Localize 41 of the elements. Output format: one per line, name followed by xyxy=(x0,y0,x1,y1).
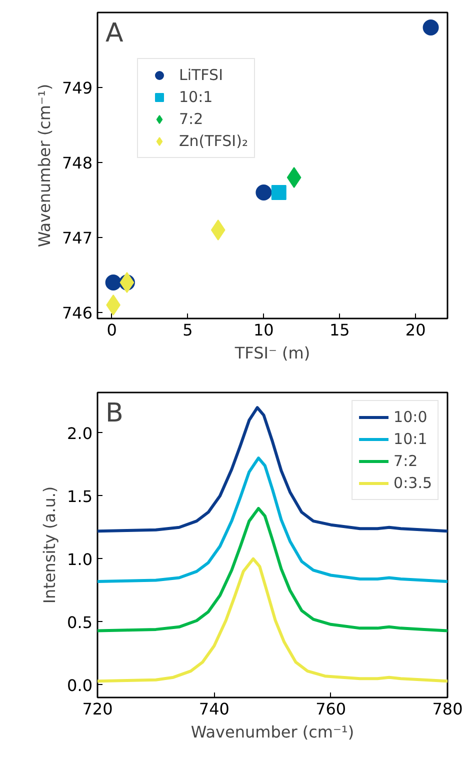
x-tick-label: 20 xyxy=(405,320,426,340)
x-tick-label: 760 xyxy=(316,700,346,718)
legend-label: 10:1 xyxy=(179,88,213,106)
line-series xyxy=(98,506,448,632)
x-tick-label: 720 xyxy=(82,700,113,718)
legend-label: LiTFSI xyxy=(179,66,223,84)
y-axis-title: Wavenumber (cm⁻¹) xyxy=(34,84,54,248)
y-axis-title: Intensity (a.u.) xyxy=(40,486,60,604)
y-tick-label: 1.5 xyxy=(67,486,93,506)
legend-label: Zn(TFSI)₂ xyxy=(179,132,248,150)
y-tick-label: 746 xyxy=(62,304,93,322)
point xyxy=(286,167,302,188)
point xyxy=(105,274,122,290)
x-tick-label: 10 xyxy=(254,320,274,340)
annotation: B xyxy=(106,398,124,428)
point xyxy=(210,220,226,240)
y-tick-label: 0.5 xyxy=(67,612,93,632)
x-tick-label: 0 xyxy=(106,320,117,340)
line-series xyxy=(98,557,448,683)
point xyxy=(271,185,286,200)
point xyxy=(256,184,272,200)
legend-label: 10:1 xyxy=(394,430,428,448)
x-axis-title: Wavenumber (cm⁻¹) xyxy=(190,722,354,742)
line-series xyxy=(98,456,448,584)
y-tick-label: 747 xyxy=(62,228,93,248)
x-tick-label: 740 xyxy=(198,700,230,718)
legend-label: 10:0 xyxy=(394,408,428,426)
x-tick-label: 780 xyxy=(432,700,463,718)
y-tick-label: 1.0 xyxy=(67,550,93,569)
y-tick-label: 0.0 xyxy=(67,676,93,695)
x-tick-label: 15 xyxy=(329,320,350,340)
legend-label: 7:2 xyxy=(179,110,204,128)
y-tick-label: 2.0 xyxy=(67,424,93,443)
point xyxy=(422,20,439,36)
legend-label: 0:3.5 xyxy=(394,474,432,492)
legend-label: 7:2 xyxy=(394,452,418,470)
y-tick-label: 749 xyxy=(62,78,93,98)
y-tick-label: 748 xyxy=(62,154,93,172)
annotation: A xyxy=(106,18,124,48)
x-axis-title: TFSI⁻ (m) xyxy=(234,344,310,362)
x-tick-label: 5 xyxy=(182,320,193,340)
